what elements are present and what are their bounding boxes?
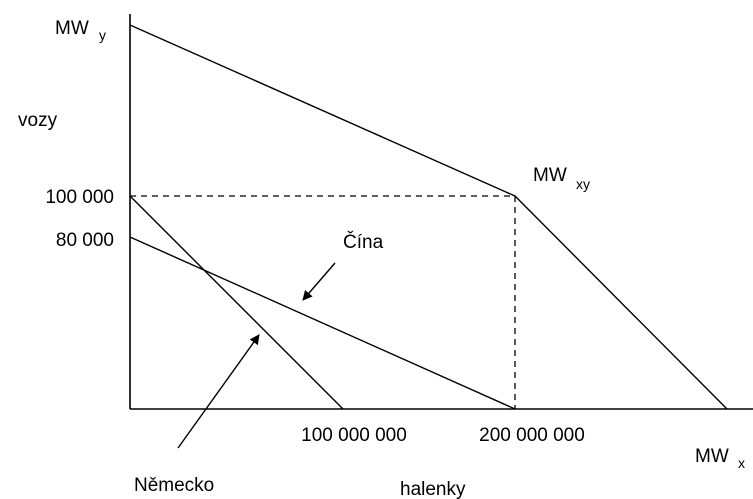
combined-frontier-line bbox=[129, 24, 728, 410]
china-arrow bbox=[302, 262, 336, 301]
mw-x-label: MW x bbox=[695, 446, 745, 471]
germany-label: Německo bbox=[134, 475, 214, 496]
germany-line bbox=[129, 195, 344, 410]
y-axis-title: vozy bbox=[18, 110, 58, 131]
y-tick-80000: 80 000 bbox=[56, 230, 114, 251]
mw-x-sub: x bbox=[738, 455, 745, 471]
mw-xy-label: MW xy bbox=[533, 165, 590, 192]
china-line bbox=[129, 236, 516, 410]
mw-y-label: MW y bbox=[55, 18, 106, 43]
china-label: Čína bbox=[343, 231, 384, 253]
germany-arrow bbox=[177, 334, 260, 449]
mw-x-main: MW bbox=[695, 446, 729, 467]
mw-y-sub: y bbox=[99, 27, 106, 43]
y-tick-100000: 100 000 bbox=[45, 187, 114, 208]
mw-xy-sub: xy bbox=[576, 176, 590, 192]
mw-xy-main: MW bbox=[533, 165, 567, 186]
mw-y-main: MW bbox=[55, 18, 89, 39]
x-tick-100000000: 100 000 000 bbox=[301, 425, 407, 446]
x-tick-200000000: 200 000 000 bbox=[479, 425, 585, 446]
x-axis-title: halenky bbox=[400, 479, 466, 499]
